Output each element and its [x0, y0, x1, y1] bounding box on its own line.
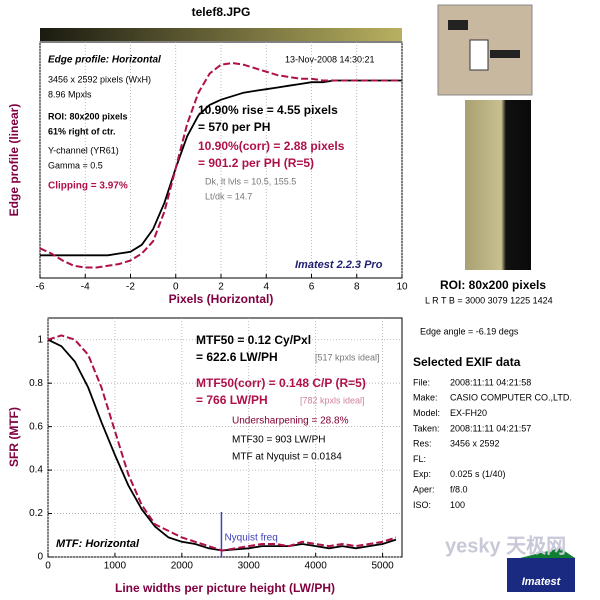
- annotation: [782 kpxls ideal]: [300, 395, 365, 405]
- exif-value: EX-FH20: [450, 408, 487, 418]
- exif-label: Res:: [413, 439, 432, 449]
- annotation: Dk, lt lvls = 10.5, 155.5: [205, 176, 296, 186]
- annotation: = 901.2 per PH (R=5): [198, 156, 314, 170]
- annotation: MTF at Nyquist = 0.0184: [232, 452, 342, 463]
- annotation: Edge profile: Horizontal: [48, 55, 161, 66]
- x-tick-label: 5000: [371, 561, 394, 572]
- y-tick-label: 0: [37, 552, 43, 563]
- x-tick-label: 2000: [171, 561, 194, 572]
- annotation: Imatest 2.2.3 Pro: [295, 259, 383, 271]
- thumbnail-detail: [490, 50, 520, 58]
- annotation: MTF50(corr) = 0.148 C/P (R=5): [196, 376, 366, 390]
- series-line: [39, 61, 402, 269]
- x-tick-label: 3000: [238, 561, 261, 572]
- series-line: [47, 334, 397, 552]
- edge-angle: Edge angle = -6.19 degs: [420, 326, 519, 336]
- x-tick-label: 8: [354, 282, 360, 293]
- annotation: 10.90%(corr) = 2.88 pixels: [198, 139, 345, 153]
- annotation: MTF30 = 903 LW/PH: [232, 435, 325, 446]
- y-tick-label: 0.4: [29, 465, 43, 476]
- annotation: Undersharpening = 28.8%: [232, 416, 349, 427]
- logo-text: Imatest: [522, 576, 562, 588]
- roi-image: [465, 100, 531, 270]
- annotation: 13-Nov-2008 14:30:21: [285, 54, 375, 64]
- file-title: telef8.JPG: [192, 5, 251, 19]
- y-axis-label: SFR (MTF): [7, 407, 21, 467]
- y-tick-label: 1: [37, 334, 43, 345]
- exif-label: ISO:: [413, 500, 431, 510]
- thumbnail-detail: [448, 20, 468, 30]
- roi-label: ROI: 80x200 pixels: [440, 278, 546, 292]
- x-axis-label: Pixels (Horizontal): [169, 292, 274, 306]
- x-tick-label: 6: [309, 282, 315, 293]
- edge-strip: [40, 28, 402, 41]
- annotation: = 766 LW/PH: [196, 393, 268, 407]
- annotation: Clipping = 3.97%: [48, 181, 128, 192]
- y-tick-label: 0.8: [29, 378, 43, 389]
- exif-title: Selected EXIF data: [413, 355, 521, 369]
- annotation: Lt/dk = 14.7: [205, 191, 252, 201]
- exif-value: 2008:11:11 04:21:57: [450, 423, 531, 433]
- x-tick-label: 10: [396, 282, 408, 293]
- x-tick-label: 0: [45, 561, 51, 572]
- x-tick-label: 4: [263, 282, 269, 293]
- thumbnail-detail: [469, 39, 489, 71]
- y-tick-label: 0.2: [29, 508, 43, 519]
- annotation: 8.96 Mpxls: [48, 89, 92, 99]
- x-tick-label: 1000: [104, 561, 127, 572]
- annotation: = 622.6 LW/PH: [196, 350, 278, 364]
- annotation: [517 kpxls ideal]: [315, 352, 380, 362]
- annotation: = 570 per PH: [198, 120, 270, 134]
- annotation: MTF: Horizontal: [56, 538, 140, 550]
- exif-value: f/8.0: [450, 484, 468, 494]
- x-tick-label: 4000: [305, 561, 328, 572]
- exif-label: Make:: [413, 393, 438, 403]
- exif-label: Aper:: [413, 484, 435, 494]
- exif-value: 0.025 s (1/40): [450, 469, 506, 479]
- annotation: 10.90% rise = 4.55 pixels: [198, 103, 338, 117]
- annotation: 61% right of ctr.: [48, 126, 116, 136]
- annotation: Gamma = 0.5: [48, 160, 103, 170]
- exif-value: 100: [450, 500, 465, 510]
- exif-label: File:: [413, 377, 430, 387]
- nyquist-label: Nyquist freq: [224, 533, 277, 544]
- annotation: 3456 x 2592 pixels (WxH): [48, 74, 151, 84]
- y-tick-label: 0.6: [29, 421, 43, 432]
- exif-value: 3456 x 2592: [450, 439, 500, 449]
- x-tick-label: -4: [81, 282, 90, 293]
- x-tick-label: 0: [173, 282, 179, 293]
- logo-graphic: [520, 548, 575, 558]
- y-axis-label: Edge profile (linear): [7, 104, 21, 217]
- exif-label: Exp:: [413, 469, 431, 479]
- exif-value: 2008:11:11 04:21:58: [450, 377, 531, 387]
- exif-label: Model:: [413, 408, 440, 418]
- annotation: Y-channel (YR61): [48, 145, 119, 155]
- x-axis-label: Line widths per picture height (LW/PH): [115, 581, 335, 595]
- x-tick-label: -2: [126, 282, 135, 293]
- annotation: ROI: 80x200 pixels: [48, 111, 128, 121]
- roi-bounds: L R T B = 3000 3079 1225 1424: [425, 295, 553, 305]
- annotation: MTF50 = 0.12 Cy/Pxl: [196, 333, 311, 347]
- x-tick-label: 2: [218, 282, 224, 293]
- exif-label: FL:: [413, 454, 426, 464]
- exif-value: CASIO COMPUTER CO.,LTD.: [450, 393, 572, 403]
- watermark: yesky 天极网: [445, 533, 566, 557]
- exif-label: Taken:: [413, 423, 440, 433]
- x-tick-label: -6: [36, 282, 45, 293]
